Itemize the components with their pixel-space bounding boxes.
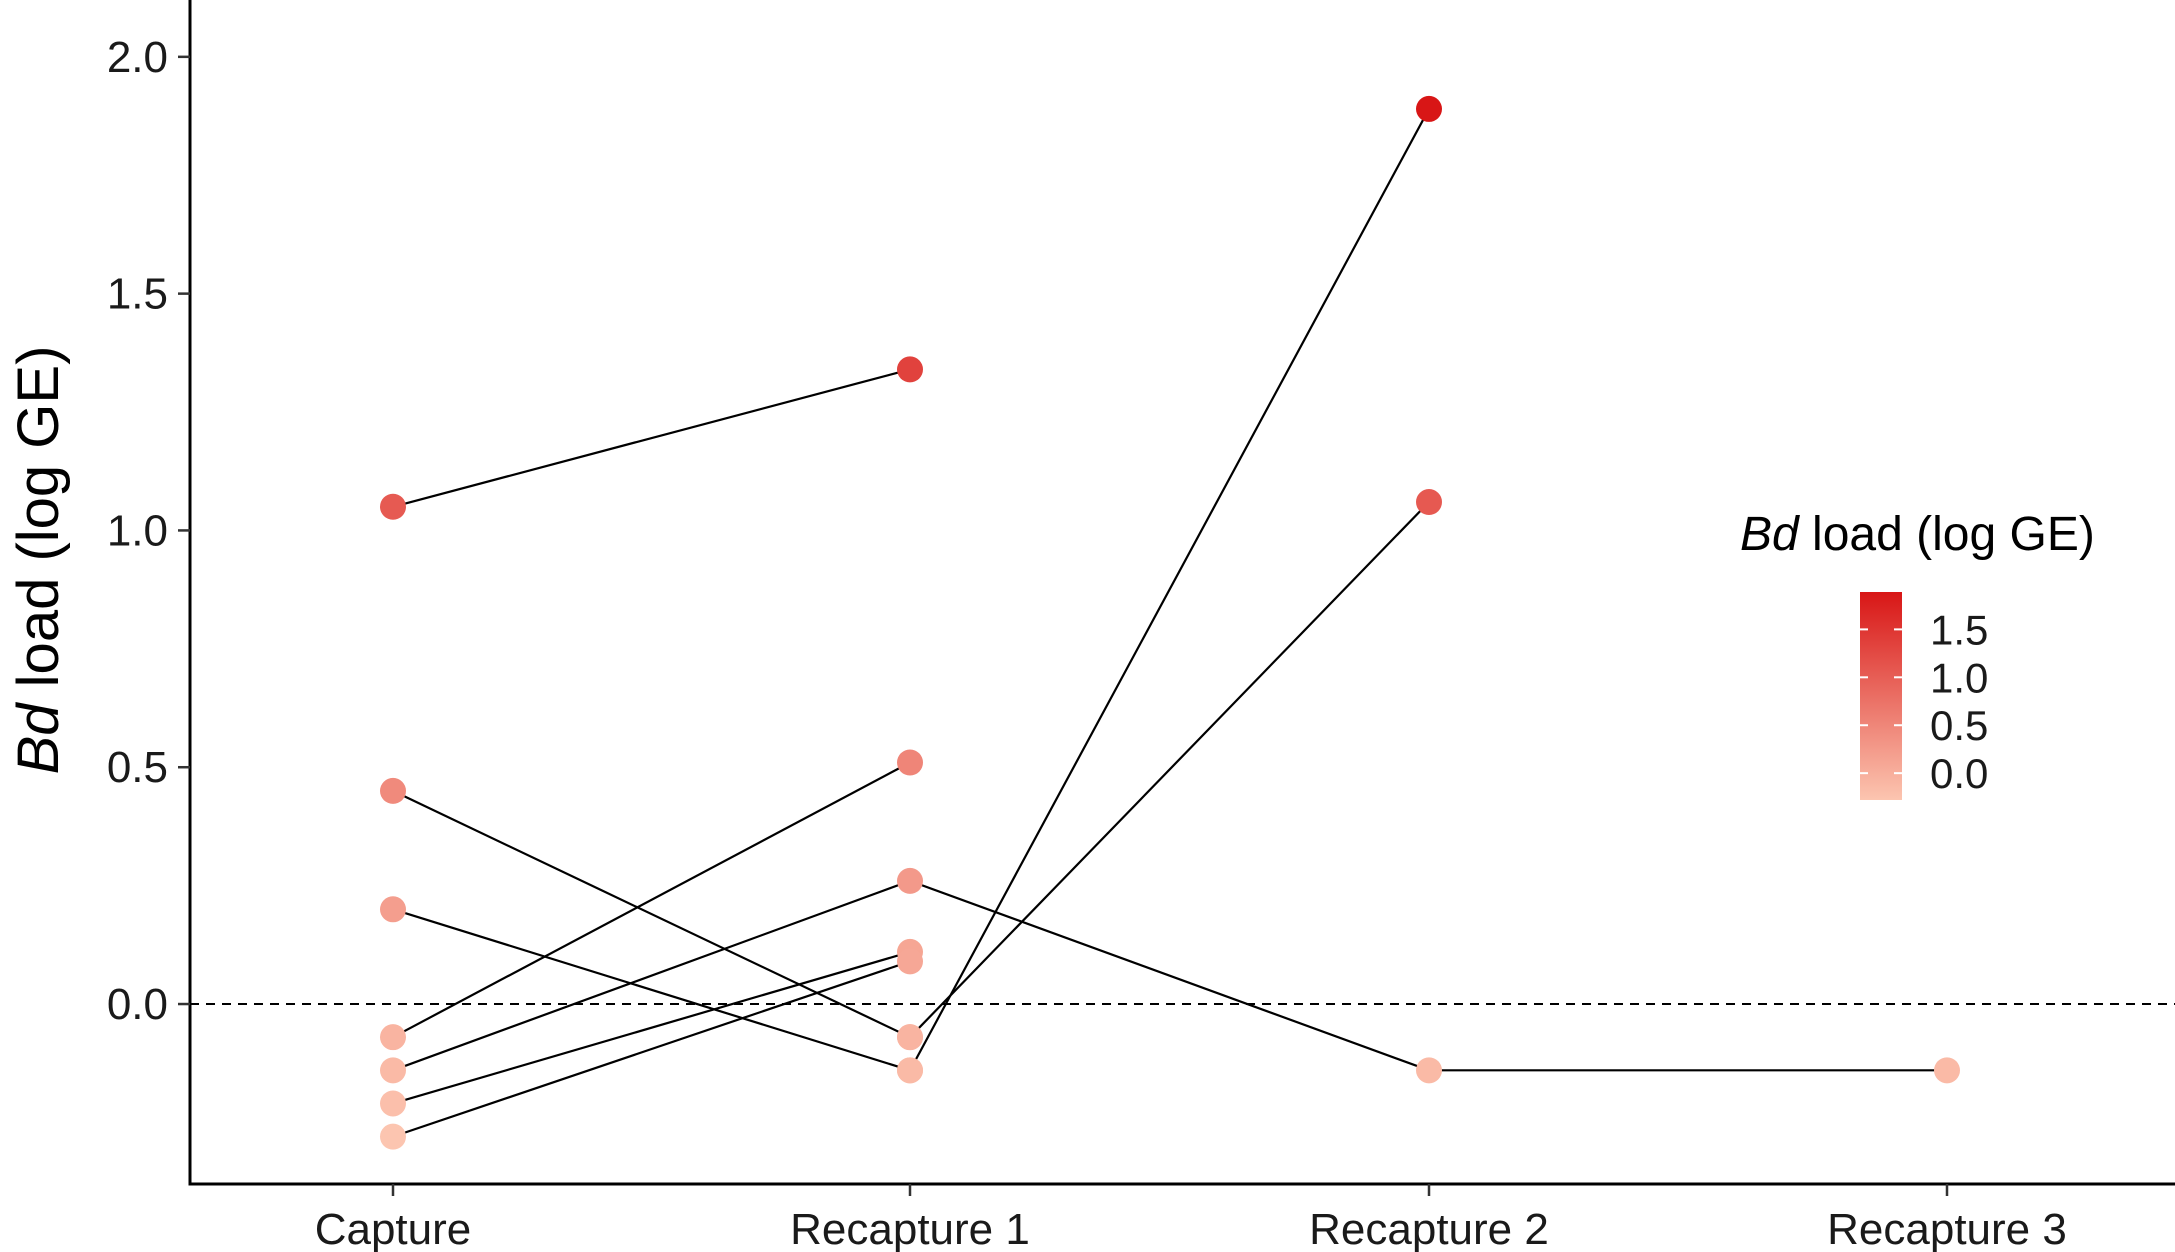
x-tick-label: Recapture 2 [1309,1205,1549,1252]
legend-ticks: 0.00.51.01.5 [1860,606,1988,797]
individual-6-segment [392,950,911,1105]
plot-area [190,95,2175,1150]
y-tick-label: 0.0 [107,980,168,1029]
data-point [897,749,923,776]
x-tick-label: Recapture 3 [1827,1205,2067,1252]
data-point [380,493,406,520]
individual-3-segment [392,908,911,1072]
y-axis-title-italic: Bd [6,702,71,775]
y-axis: 0.0 0.5 1.0 1.5 2.0 [107,0,192,1184]
x-axis: Capture Recapture 1 Recapture 2 Recapture 3 [188,1182,2175,1252]
individual-1-segment [392,368,911,508]
y-tick-label: 2.0 [107,33,168,82]
data-point [380,1090,406,1117]
data-point [380,777,406,804]
color-legend: Bd load (log GE) 0.00.51.01.5 [1740,508,2095,800]
individual-2-segment [392,789,911,1039]
individual-9-segment [909,501,1430,1038]
legend-title-rest: load (log GE) [1799,508,2095,561]
data-point [1416,1057,1442,1084]
legend-title-italic: Bd [1740,508,1800,561]
individual-5-segment [392,879,911,1072]
data-point [1934,1057,1960,1084]
y-tick-label: 1.5 [107,270,168,319]
y-axis-title-rest: load (log GE) [6,346,71,704]
data-point [897,948,923,975]
legend-tick-label: 0.5 [1930,702,1988,749]
data-point [1416,489,1442,516]
data-point [897,1024,923,1051]
data-point [897,356,923,383]
y-tick-label: 1.0 [107,506,168,555]
legend-color-bar [1860,592,1902,800]
x-tick-label: Capture [315,1205,472,1252]
data-point [380,1024,406,1051]
y-tick-label: 0.5 [107,743,168,792]
data-point [380,896,406,923]
legend-title: Bd load (log GE) [1740,508,2095,561]
legend-tick-label: 1.5 [1930,606,1988,653]
data-point [380,1123,406,1150]
individual-8-segment [909,108,1430,1071]
x-tick-label: Recapture 1 [790,1205,1030,1252]
individual-4-segment [392,761,911,1039]
data-point [1416,95,1442,122]
individual-5-segment [909,879,1430,1072]
individual-7-segment [392,960,911,1138]
data-point [380,1057,406,1084]
data-point [897,867,923,894]
y-axis-title: Bd load (log GE) [6,346,71,775]
legend-tick-label: 1.0 [1930,654,1988,701]
data-point [897,1057,923,1084]
legend-tick-label: 0.0 [1930,750,1988,797]
